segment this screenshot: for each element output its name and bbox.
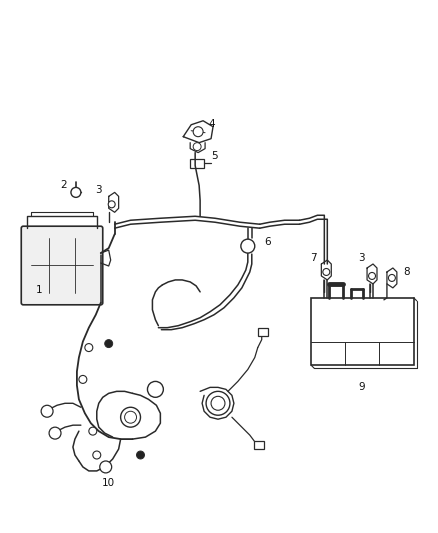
Bar (258, 328, 268, 336)
Text: 4: 4 (209, 119, 215, 129)
Text: 1: 1 (36, 285, 42, 295)
Bar (254, 441, 264, 449)
Circle shape (193, 143, 201, 151)
FancyBboxPatch shape (21, 226, 103, 305)
Circle shape (241, 239, 255, 253)
Circle shape (89, 427, 97, 435)
Circle shape (137, 451, 145, 459)
Circle shape (85, 344, 93, 352)
Circle shape (389, 274, 396, 281)
Circle shape (124, 411, 137, 423)
Circle shape (323, 269, 330, 276)
Circle shape (108, 201, 115, 208)
Circle shape (368, 272, 375, 279)
Circle shape (193, 127, 203, 136)
Circle shape (49, 427, 61, 439)
Bar (311, 298, 414, 366)
Circle shape (41, 405, 53, 417)
Text: 6: 6 (265, 237, 271, 247)
Text: 10: 10 (102, 478, 115, 488)
Circle shape (211, 397, 225, 410)
Text: 3: 3 (95, 185, 102, 196)
Text: 7: 7 (310, 253, 317, 263)
Circle shape (105, 340, 113, 348)
Text: 2: 2 (61, 181, 67, 190)
Circle shape (148, 382, 163, 397)
Bar (190, 158, 204, 167)
Text: 5: 5 (211, 151, 217, 160)
Text: 3: 3 (358, 253, 364, 263)
Circle shape (93, 451, 101, 459)
Circle shape (71, 188, 81, 197)
Circle shape (120, 407, 141, 427)
Text: 9: 9 (359, 382, 365, 392)
Circle shape (100, 461, 112, 473)
Circle shape (79, 375, 87, 383)
Text: 8: 8 (403, 267, 410, 277)
Circle shape (206, 391, 230, 415)
